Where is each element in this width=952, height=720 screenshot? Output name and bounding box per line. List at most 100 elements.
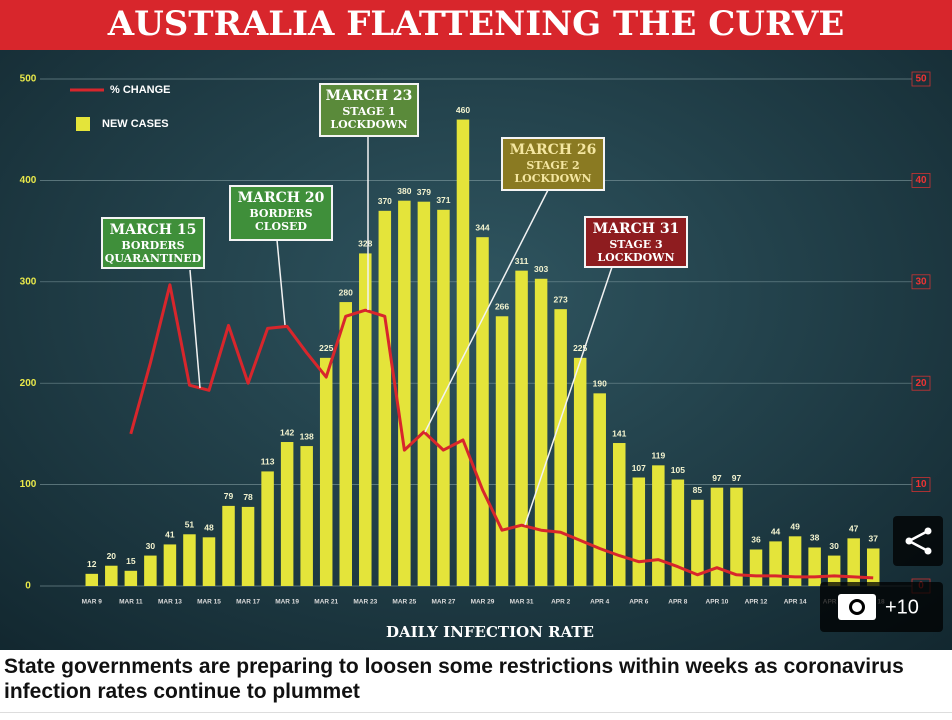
bar: [788, 536, 802, 586]
bar: [515, 270, 528, 586]
bar: [144, 555, 157, 586]
bar: [105, 565, 118, 586]
bar-value-label: 15: [126, 556, 136, 566]
x-tick-label: APR 2: [551, 599, 571, 606]
annotation-line: LOCKDOWN: [597, 251, 674, 264]
x-axis-label: DAILY INFECTION RATE: [386, 623, 594, 641]
bar: [398, 200, 411, 586]
bar: [456, 119, 470, 586]
annotation-box: [501, 137, 605, 191]
bar-value-label: 38: [810, 533, 820, 543]
annotation-line: STAGE 3: [609, 238, 662, 251]
bar-value-label: 460: [456, 105, 470, 115]
annotation-title: MARCH 31: [593, 221, 680, 237]
bar-value-label: 49: [790, 522, 800, 532]
bar-value-label: 47: [849, 524, 859, 534]
bar-value-label: 107: [632, 463, 646, 473]
bar: [124, 570, 138, 586]
share-button[interactable]: [893, 516, 943, 566]
y2-tick-box: [911, 172, 931, 188]
x-tick-label: APR 4: [590, 599, 610, 606]
bar-value-label: 371: [436, 195, 450, 205]
bar-value-label: 30: [829, 541, 839, 551]
bar: [691, 499, 704, 586]
bar-value-label: 142: [280, 427, 294, 437]
bar: [671, 479, 685, 586]
bar: [476, 237, 489, 586]
bar: [573, 357, 587, 586]
bar: [730, 487, 743, 586]
annotation-line: LOCKDOWN: [514, 172, 591, 185]
bar-value-label: 225: [573, 343, 587, 353]
annotation-line: STAGE 2: [526, 159, 579, 172]
annotation-line: STAGE 1: [342, 105, 395, 118]
bar-value-label: 51: [185, 520, 195, 530]
bar-value-label: 328: [358, 239, 372, 249]
line: [129, 283, 874, 580]
x-tick-label: MAR 9: [82, 599, 103, 606]
bar-value-label: 344: [475, 222, 489, 232]
y2-tick-label: 40: [915, 175, 927, 186]
y-tick-label: 0: [25, 581, 31, 592]
divider: [0, 712, 952, 713]
x-tick-label: MAR 11: [119, 599, 143, 606]
x-tick-label: MAR 13: [158, 599, 182, 606]
y2-tick-label: 20: [915, 378, 927, 389]
x-tick-label: APR 10: [706, 599, 729, 606]
bar: [534, 278, 548, 586]
x-tick-label: MAR 19: [275, 599, 299, 606]
bar: [554, 309, 567, 586]
y2-tick-label: 50: [915, 74, 927, 85]
legend-swatch: [76, 117, 90, 131]
camera-lens-inner: [852, 602, 862, 612]
annotation-line: BORDERS: [249, 207, 312, 220]
annotation-line: BORDERS: [121, 239, 184, 252]
bar-value-label: 266: [495, 302, 509, 312]
legend-label: NEW CASES: [102, 118, 169, 130]
share-icon-lines: [908, 529, 929, 553]
bar-value-label: 97: [712, 473, 722, 483]
bar: [593, 393, 606, 586]
x-tick-label: MAR 21: [314, 599, 338, 606]
bar: [769, 541, 782, 586]
annotation-line: CLOSED: [255, 220, 307, 233]
bar-value-label: 379: [417, 187, 431, 197]
bar-value-label: 370: [378, 196, 392, 206]
y-tick-label: 500: [20, 74, 37, 85]
bar-value-label: 41: [165, 530, 175, 540]
annotation-pointer: [524, 266, 613, 526]
bar: [613, 443, 626, 586]
bar-value-label: 113: [261, 457, 275, 467]
annotation-title: MARCH 20: [238, 190, 325, 206]
bar: [300, 446, 313, 586]
bar-value-label: 79: [224, 491, 234, 501]
bar: [632, 477, 646, 586]
bar: [417, 201, 431, 586]
bar: [202, 537, 216, 586]
bar-value-label: 380: [397, 186, 411, 196]
bar-value-label: 105: [671, 465, 685, 475]
x-tick-label: MAR 27: [432, 599, 456, 606]
bar: [339, 302, 352, 586]
x-tick-label: MAR 17: [236, 599, 260, 606]
bar: [85, 573, 99, 586]
bar-value-label: 119: [651, 451, 665, 461]
bar-value-label: 20: [107, 551, 117, 561]
bar-value-label: 36: [751, 535, 761, 545]
annotation-title: MARCH 26: [510, 142, 597, 158]
bar: [261, 471, 274, 586]
bar: [495, 316, 509, 586]
annotation-box: [229, 185, 333, 241]
annotation-line: QUARANTINED: [105, 252, 202, 265]
bar-value-label: 303: [534, 264, 548, 274]
chart-title: AUSTRALIA FLATTENING THE CURVE: [107, 4, 845, 44]
annotation-line: LOCKDOWN: [330, 118, 407, 131]
x-tick-label: APR 8: [668, 599, 688, 606]
bar-value-label: 78: [243, 492, 253, 502]
x-tick-label: MAR 15: [197, 599, 221, 606]
bar: [827, 555, 841, 586]
y-tick-label: 300: [20, 276, 37, 287]
y-tick-label: 400: [20, 175, 37, 186]
bar-value-label: 48: [204, 523, 214, 533]
